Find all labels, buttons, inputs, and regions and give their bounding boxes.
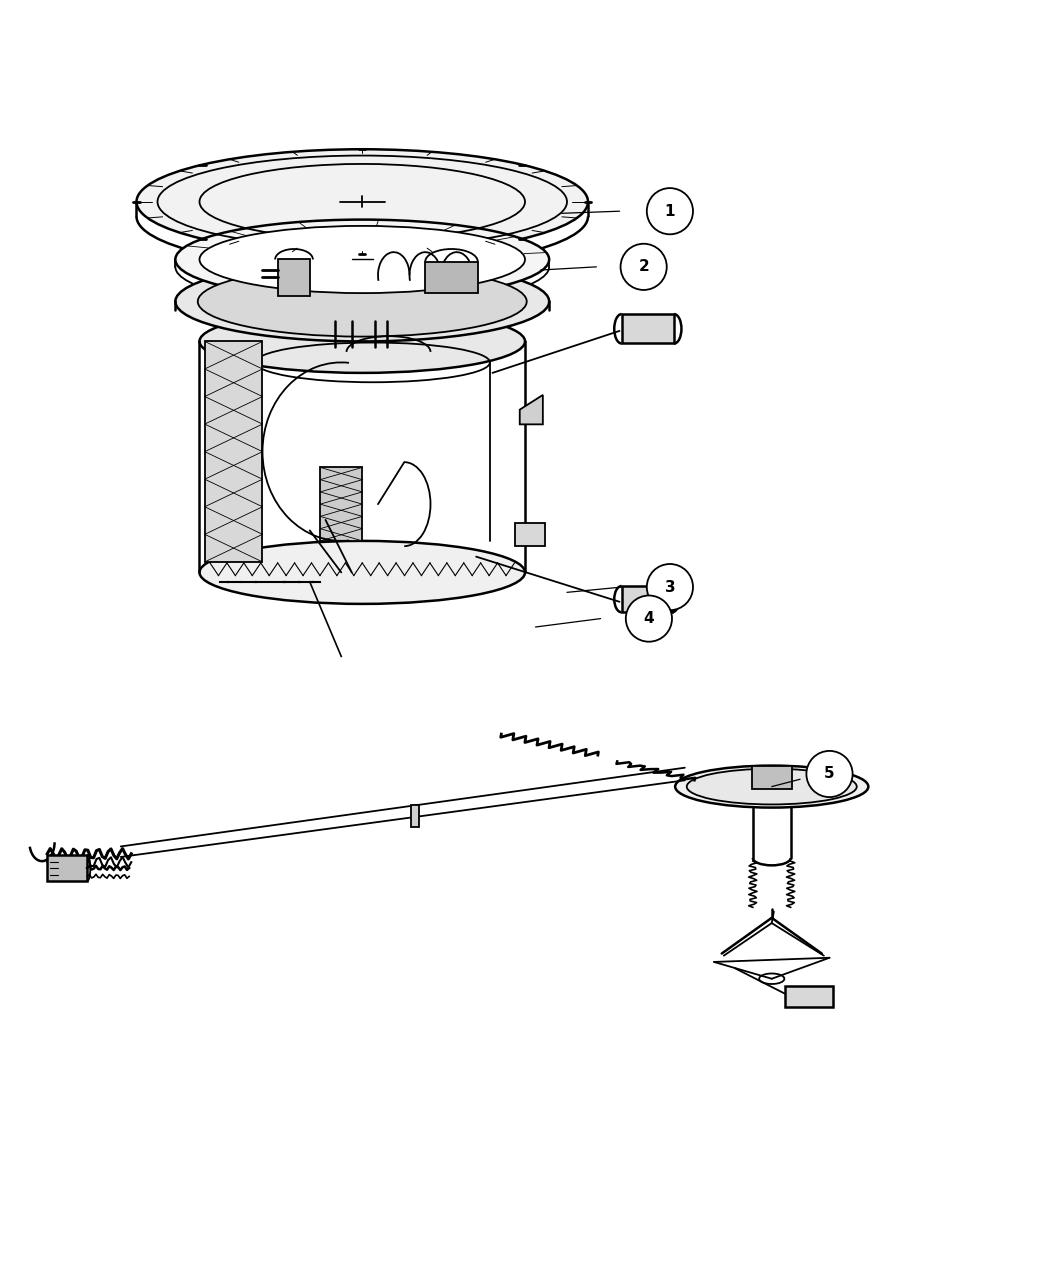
Ellipse shape (136, 149, 588, 254)
Polygon shape (425, 261, 478, 293)
Text: 1: 1 (665, 204, 675, 219)
Circle shape (626, 595, 672, 641)
Ellipse shape (200, 226, 525, 293)
Polygon shape (278, 260, 310, 296)
Text: 3: 3 (665, 580, 675, 594)
Polygon shape (785, 986, 833, 1007)
Ellipse shape (200, 310, 525, 372)
Polygon shape (514, 523, 545, 546)
Ellipse shape (175, 261, 549, 342)
Bar (205, 342, 262, 562)
Polygon shape (752, 765, 792, 789)
Circle shape (621, 244, 667, 289)
Ellipse shape (687, 769, 857, 805)
Ellipse shape (200, 541, 525, 604)
Ellipse shape (175, 219, 549, 300)
Ellipse shape (197, 266, 527, 337)
Ellipse shape (675, 765, 868, 807)
Circle shape (647, 189, 693, 235)
Circle shape (806, 751, 853, 797)
Polygon shape (622, 314, 674, 343)
Circle shape (647, 564, 693, 611)
Text: 5: 5 (824, 766, 835, 782)
Text: 4: 4 (644, 611, 654, 626)
Polygon shape (47, 854, 87, 881)
Polygon shape (411, 806, 419, 826)
Polygon shape (520, 395, 543, 425)
Polygon shape (622, 586, 672, 612)
Text: 2: 2 (638, 259, 649, 274)
Bar (320, 468, 362, 541)
